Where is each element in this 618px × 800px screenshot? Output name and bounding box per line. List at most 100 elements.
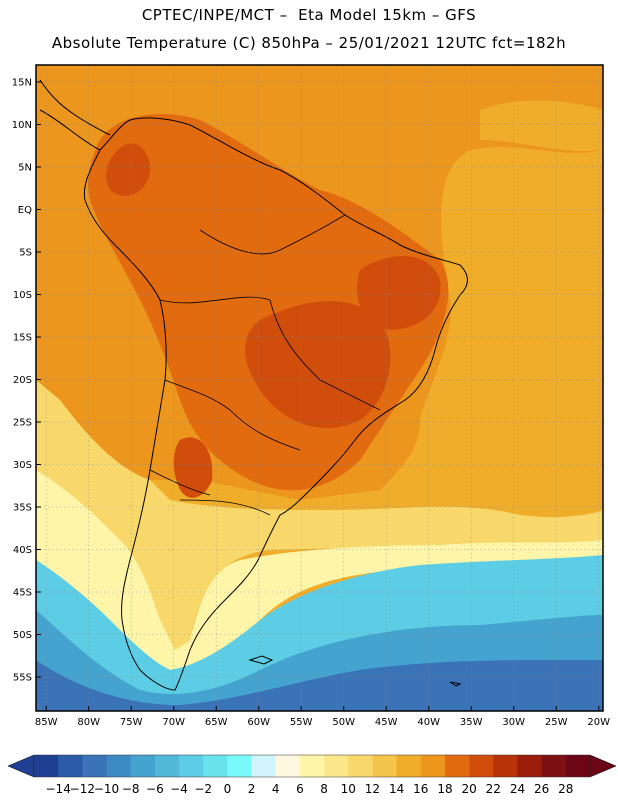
lon-label: 45W <box>375 717 398 728</box>
latitude-labels: 15N 10N 5N EQ 5S 10S 15S 20S 25S 30S 35S 40S 45S 50S 5… <box>12 78 41 684</box>
colorbar-label: 12 <box>365 782 380 796</box>
lon-label: 50W <box>332 717 355 728</box>
lat-label: 5S <box>19 248 32 259</box>
country-borders <box>149 214 381 516</box>
colorbar-label: −2 <box>194 782 212 796</box>
lat-label: EQ <box>18 205 32 216</box>
map-frame <box>35 64 604 712</box>
colorbar-swatch <box>541 755 567 777</box>
field-land-hot-4 <box>173 437 213 498</box>
colorbar-arrow-left <box>7 754 35 778</box>
colorbar-label: 18 <box>437 782 452 796</box>
colorbar-swatch <box>154 755 180 777</box>
lat-label: 50S <box>13 630 32 641</box>
colorbar-swatch <box>106 755 131 777</box>
lat-label: 15S <box>13 333 32 344</box>
colorbar-label: −14 <box>46 782 71 796</box>
colorbar-label: 28 <box>558 782 573 796</box>
colorbar-label: 24 <box>510 782 525 796</box>
colorbar-swatch <box>130 755 156 777</box>
colorbar-label: 4 <box>272 782 280 796</box>
colorbar-labels: −14−12−10 −8 −6 −4 −2 0 2 4 6 8 10 12 14 16 18 20 22 24 26… <box>46 782 574 796</box>
colorbar-arrow-right <box>589 754 617 778</box>
chart-title-line1: CPTEC/INPE/MCT – Eta Model 15km – GFS <box>141 6 477 24</box>
colorbar-label: −8 <box>122 782 140 796</box>
longitude-labels: 85W 80W 75W 70W 65W 60W 55W 50W 45W 40W 35W 30W 25W 2… <box>35 706 610 728</box>
field-deep-blue <box>36 660 603 711</box>
lat-label: 55S <box>13 673 32 684</box>
lon-label: 70W <box>162 717 185 728</box>
field-land-hot-3 <box>106 143 151 196</box>
lat-label: 40S <box>13 545 32 556</box>
central-america-coastline <box>39 79 111 136</box>
colorbar-swatch <box>251 755 277 777</box>
chart-title-line2: Absolute Temperature (C) 850hPa – 25/01/… <box>51 34 567 52</box>
colorbar-outline <box>33 754 591 778</box>
colorbar-label: 0 <box>224 782 232 796</box>
lon-label: 85W <box>35 717 58 728</box>
colorbar-swatch <box>372 755 397 777</box>
colorbar-swatch <box>324 755 349 777</box>
lon-label: 40W <box>417 717 440 728</box>
colorbar-swatch <box>420 755 446 777</box>
colorbar-swatch <box>299 755 325 777</box>
field-land-hot-1 <box>245 301 391 429</box>
colorbar-swatch <box>179 755 204 777</box>
colorbar-label: 26 <box>534 782 549 796</box>
colorbar-swatch <box>227 755 252 777</box>
graticule <box>36 65 603 711</box>
colorbar-swatch <box>444 755 470 777</box>
lon-label: 25W <box>545 717 568 728</box>
colorbar-swatch <box>82 755 107 777</box>
colorbar-label: −6 <box>146 782 164 796</box>
lat-label: 30S <box>13 460 32 471</box>
south-america-coastline <box>39 109 468 691</box>
colorbar-label: 2 <box>248 782 256 796</box>
coastlines <box>39 79 468 691</box>
field-land-hot-2 <box>356 256 441 330</box>
temperature-field <box>36 65 603 711</box>
colorbar-swatch <box>348 755 373 777</box>
colorbar-swatch <box>275 755 301 777</box>
south-georgia <box>449 681 462 687</box>
lat-label: 10S <box>13 290 32 301</box>
lon-label: 55W <box>290 717 313 728</box>
colorbar-swatch <box>493 755 518 777</box>
colorbar-swatch <box>203 755 228 777</box>
colorbar <box>7 754 617 778</box>
colorbar-label: 20 <box>461 782 476 796</box>
field-pale <box>36 470 603 680</box>
lat-label: 25S <box>13 418 32 429</box>
colorbar-label: 10 <box>341 782 356 796</box>
colorbar-label: −10 <box>94 782 119 796</box>
lat-label: 15N <box>12 78 32 89</box>
colorbar-swatch <box>58 755 83 777</box>
colorbar-label: 8 <box>320 782 328 796</box>
colorbar-swatch <box>34 755 59 777</box>
colorbar-label: 16 <box>413 782 428 796</box>
lon-label: 60W <box>247 717 270 728</box>
colorbar-label: −4 <box>170 782 188 796</box>
colorbar-swatch <box>469 755 494 777</box>
lat-label: 10N <box>12 120 32 131</box>
colorbar-label: −12 <box>70 782 95 796</box>
falkland-islands <box>248 655 274 665</box>
field-ocean-hot-ne <box>480 100 603 152</box>
lon-label: 75W <box>120 717 143 728</box>
colorbar-swatch <box>565 755 591 777</box>
colorbar-label: 6 <box>296 782 304 796</box>
lon-label: 20W <box>587 717 610 728</box>
colorbar-label: 22 <box>486 782 501 796</box>
field-yellow <box>36 380 603 660</box>
colorbar-label: 14 <box>389 782 404 796</box>
lon-label: 65W <box>205 717 228 728</box>
lat-label: 20S <box>13 375 32 386</box>
lat-label: 35S <box>13 503 32 514</box>
colorbar-swatch <box>517 755 542 777</box>
lat-label: 45S <box>13 588 32 599</box>
lon-label: 30W <box>502 717 525 728</box>
lon-label: 80W <box>77 717 100 728</box>
lat-label: 5N <box>18 163 32 174</box>
colorbar-swatch <box>396 755 422 777</box>
